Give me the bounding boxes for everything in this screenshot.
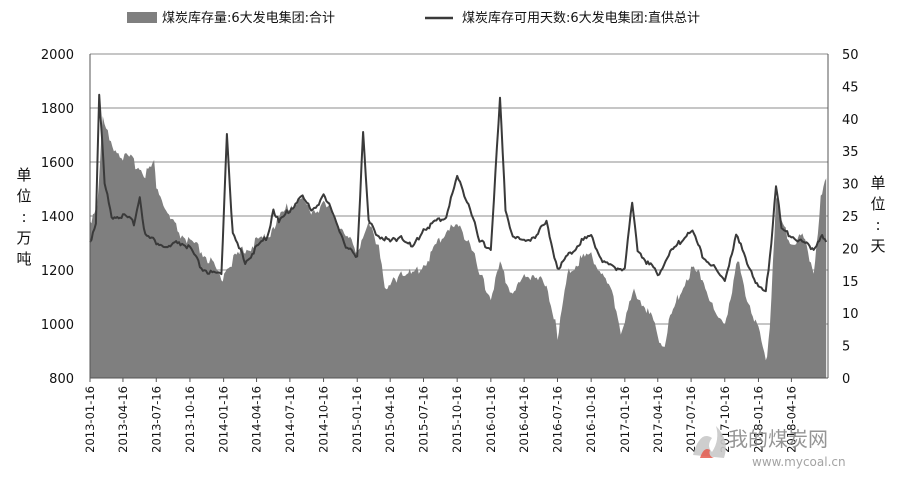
x-tick-label: 2015-04-16 bbox=[383, 386, 397, 453]
right-tick-label: 50 bbox=[842, 48, 859, 63]
x-tick-label: 2013-01-16 bbox=[83, 386, 97, 453]
legend-label-stock: 煤炭库存量:6大发电集团:合计 bbox=[162, 10, 335, 26]
right-tick-label: 30 bbox=[842, 178, 859, 193]
legend: 煤炭库存量:6大发电集团:合计 煤炭库存可用天数:6大发电集团:直供总计 bbox=[127, 10, 700, 26]
right-tick-label: 45 bbox=[842, 80, 859, 95]
x-tick-label: 2017-04-16 bbox=[651, 386, 665, 453]
watermark-text: 我的煤炭网 bbox=[728, 427, 828, 451]
left-tick-label: 1800 bbox=[41, 102, 74, 117]
x-tick-label: 2014-10-16 bbox=[317, 386, 331, 453]
x-tick-label: 2014-01-16 bbox=[217, 386, 231, 453]
x-tick-label: 2018-04-16 bbox=[784, 386, 798, 453]
x-tick-label: 2015-01-16 bbox=[350, 386, 364, 453]
right-tick-label: 35 bbox=[842, 145, 859, 160]
x-tick-label: 2016-01-16 bbox=[484, 386, 498, 453]
x-tick-label: 2013-04-16 bbox=[116, 386, 130, 453]
watermark-url: www.mycoal.cn bbox=[752, 455, 846, 469]
x-tick-label: 2018-01-16 bbox=[751, 386, 765, 453]
x-axis-ticks: 2013-01-16 2013-04-16 2013-07-16 2013-10-16… bbox=[83, 378, 798, 453]
right-axis-ticks: 0 5 10 15 20 25 30 35 40 45 50 bbox=[842, 48, 859, 387]
axis-title-char: : bbox=[21, 208, 26, 226]
x-tick-label: 2016-04-16 bbox=[517, 386, 531, 453]
x-tick-label: 2014-07-16 bbox=[283, 386, 297, 453]
axis-title-char: 单 bbox=[870, 174, 885, 192]
x-tick-label: 2013-07-16 bbox=[149, 386, 163, 453]
right-tick-label: 5 bbox=[842, 340, 850, 355]
left-tick-label: 1200 bbox=[41, 264, 74, 279]
left-tick-label: 1000 bbox=[41, 318, 74, 333]
right-tick-label: 40 bbox=[842, 113, 859, 128]
axis-title-char: 单 bbox=[16, 166, 31, 184]
right-tick-label: 20 bbox=[842, 242, 859, 257]
right-tick-label: 10 bbox=[842, 307, 859, 322]
right-tick-label: 15 bbox=[842, 275, 859, 290]
right-tick-label: 25 bbox=[842, 210, 859, 225]
left-tick-label: 800 bbox=[49, 372, 74, 387]
x-tick-label: 2015-07-16 bbox=[416, 386, 430, 453]
left-tick-label: 1600 bbox=[41, 156, 74, 171]
left-axis-title: 单位: 万吨 bbox=[16, 166, 31, 268]
axes bbox=[89, 54, 829, 379]
days-line-series bbox=[89, 93, 828, 293]
legend-swatch-stock bbox=[127, 12, 157, 23]
x-tick-label: 2016-10-16 bbox=[584, 386, 598, 453]
axis-title-char: 吨 bbox=[16, 250, 31, 268]
x-tick-label: 2017-07-16 bbox=[684, 386, 698, 453]
left-tick-label: 2000 bbox=[41, 48, 74, 63]
legend-label-days: 煤炭库存可用天数:6大发电集团:直供总计 bbox=[462, 10, 700, 26]
watermark: 我的煤炭网 www.mycoal.cn bbox=[693, 426, 846, 469]
x-tick-label: 2014-04-16 bbox=[250, 386, 264, 453]
axis-title-char: 位 bbox=[870, 195, 885, 213]
right-tick-label: 0 bbox=[842, 372, 850, 387]
axis-title-char: 天 bbox=[870, 237, 885, 255]
axis-title-char: : bbox=[875, 216, 880, 234]
left-tick-label: 1400 bbox=[41, 210, 74, 225]
x-tick-label: 2016-07-16 bbox=[550, 386, 564, 453]
left-axis-ticks: 800 1000 1200 1400 1600 1800 2000 bbox=[41, 48, 74, 387]
right-axis-title: 单位: 天 bbox=[870, 174, 885, 255]
stock-area-series bbox=[90, 116, 827, 378]
x-tick-label: 2017-01-16 bbox=[618, 386, 632, 453]
axis-title-char: 万 bbox=[16, 229, 31, 247]
x-tick-label: 2013-10-16 bbox=[183, 386, 197, 453]
axis-title-char: 位 bbox=[16, 187, 31, 205]
x-tick-label: 2015-10-16 bbox=[450, 386, 464, 453]
flame-logo-icon bbox=[693, 426, 726, 458]
